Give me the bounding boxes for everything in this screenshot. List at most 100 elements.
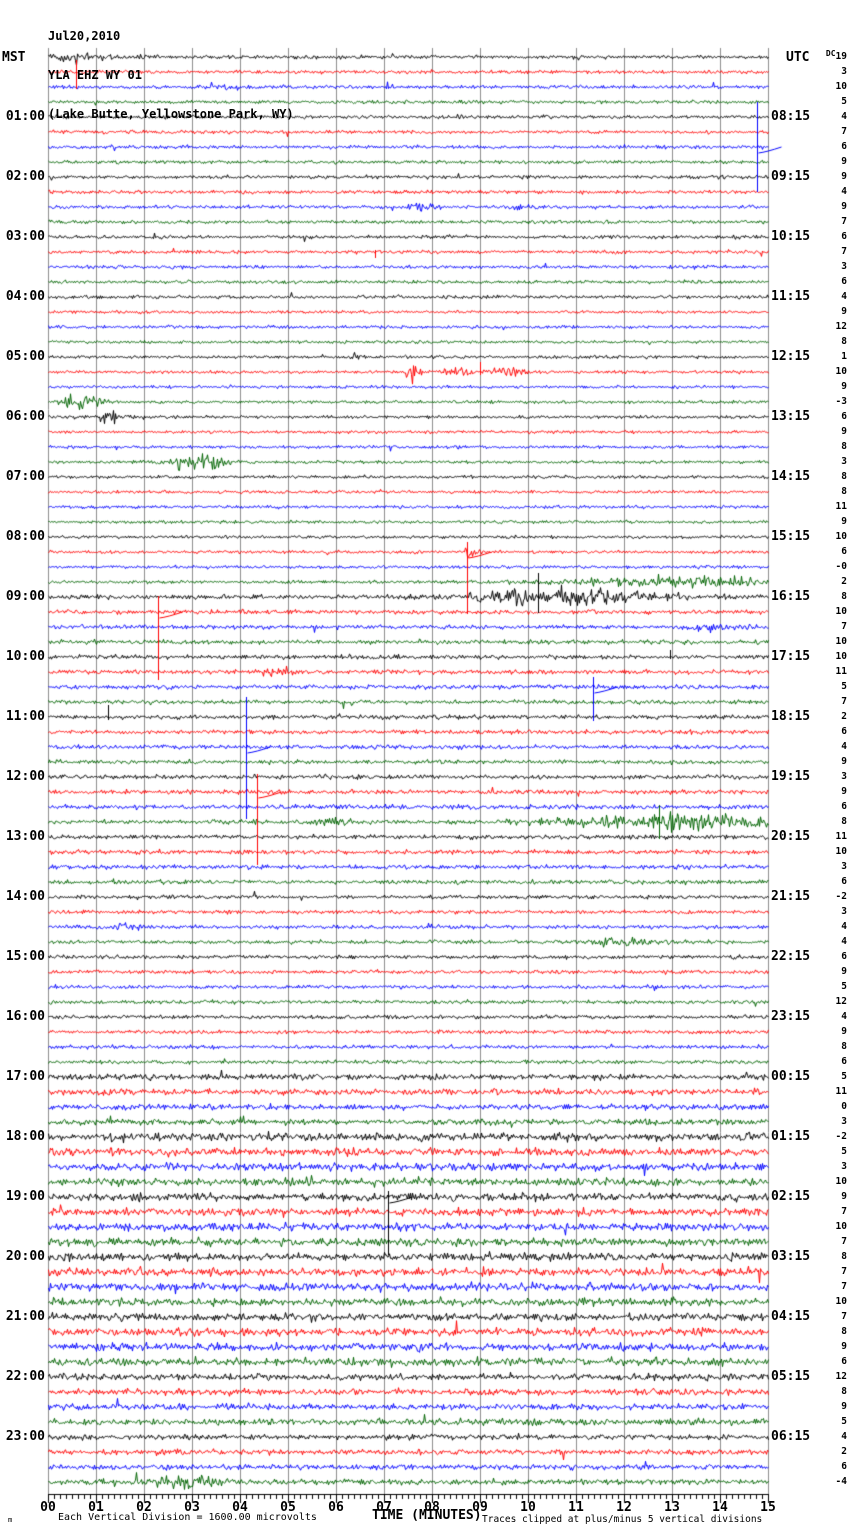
dc-offset-value: 6 xyxy=(841,951,847,962)
dc-offset-value: 2 xyxy=(841,576,847,587)
x-axis-minute-label: 13 xyxy=(664,1500,680,1515)
utc-hour-label: 21:15 xyxy=(771,889,811,904)
mst-hour-label: 13:00 xyxy=(5,829,45,844)
mst-hour-label: 05:00 xyxy=(5,349,45,364)
dc-offset-value: 0 xyxy=(841,1101,847,1112)
utc-hour-label: 19:15 xyxy=(771,769,811,784)
utc-hour-label: 16:15 xyxy=(771,589,811,604)
dc-offset-value: 1 xyxy=(841,351,847,362)
dc-offset-value: 9 xyxy=(841,966,847,977)
x-axis-minute-label: 12 xyxy=(616,1500,632,1515)
mst-hour-label: 16:00 xyxy=(5,1009,45,1024)
mst-hour-label: 07:00 xyxy=(5,469,45,484)
x-axis-minute-label: 08 xyxy=(424,1500,440,1515)
dc-offset-value: 7 xyxy=(841,1266,847,1277)
dc-offset-value: 2 xyxy=(841,711,847,722)
dc-offset-value: 8 xyxy=(841,336,847,347)
dc-offset-value: 3 xyxy=(841,861,847,872)
utc-hour-label: 20:15 xyxy=(771,829,811,844)
x-axis-minute-label: 03 xyxy=(184,1500,200,1515)
dc-offset-value: 5 xyxy=(841,96,847,107)
x-axis-minute-label: 02 xyxy=(136,1500,152,1515)
mst-hour-label: 20:00 xyxy=(5,1249,45,1264)
dc-offset-value: 8 xyxy=(841,471,847,482)
mst-hour-label: 23:00 xyxy=(5,1429,45,1444)
dc-offset-value: 6 xyxy=(841,1461,847,1472)
dc-offset-value: 5 xyxy=(841,1146,847,1157)
utc-hour-label: 18:15 xyxy=(771,709,811,724)
dc-offset-value: 11 xyxy=(835,501,847,512)
utc-hour-label: 14:15 xyxy=(771,469,811,484)
dc-offset-value: 7 xyxy=(841,1236,847,1247)
dc-offset-value: 9 xyxy=(841,201,847,212)
dc-offset-value: 6 xyxy=(841,231,847,242)
utc-hour-label: 11:15 xyxy=(771,289,811,304)
utc-hour-label: 12:15 xyxy=(771,349,811,364)
x-axis-minute-label: 00 xyxy=(40,1500,56,1515)
dc-offset-value: DC19 xyxy=(825,49,847,62)
utc-hour-label: 01:15 xyxy=(771,1129,811,1144)
utc-hour-label: 08:15 xyxy=(771,109,811,124)
dc-offset-value: 6 xyxy=(841,801,847,812)
utc-hour-label: 10:15 xyxy=(771,229,811,244)
dc-offset-value: 8 xyxy=(841,441,847,452)
utc-hour-label: 13:15 xyxy=(771,409,811,424)
x-axis-minute-label: 10 xyxy=(520,1500,536,1515)
dc-offset-value: 9 xyxy=(841,381,847,392)
x-axis-minute-label: 05 xyxy=(280,1500,296,1515)
dc-offset-value: 7 xyxy=(841,621,847,632)
mst-hour-label: 10:00 xyxy=(5,649,45,664)
dc-offset-value: 11 xyxy=(835,831,847,842)
dc-offset-value: 4 xyxy=(841,1431,847,1442)
right-timezone-label: UTC xyxy=(786,50,810,65)
header-station: YLA EHZ WY 01 xyxy=(48,68,142,82)
dc-offset-value: 3 xyxy=(841,771,847,782)
mst-hour-label: 09:00 xyxy=(5,589,45,604)
dc-offset-value: 7 xyxy=(841,126,847,137)
dc-offset-value: 12 xyxy=(835,321,847,332)
dc-offset-value: 2 xyxy=(841,1446,847,1457)
dc-offset-value: 3 xyxy=(841,906,847,917)
mst-hour-label: 21:00 xyxy=(5,1309,45,1324)
x-axis-minute-label: 14 xyxy=(712,1500,728,1515)
dc-offset-value: 9 xyxy=(841,171,847,182)
dc-offset-value: 3 xyxy=(841,1116,847,1127)
utc-hour-label: 05:15 xyxy=(771,1369,811,1384)
dc-offset-value: 9 xyxy=(841,1191,847,1202)
utc-hour-label: 06:15 xyxy=(771,1429,811,1444)
dc-offset-value: 8 xyxy=(841,486,847,497)
dc-offset-value: 12 xyxy=(835,1371,847,1382)
dc-offset-value: 8 xyxy=(841,1251,847,1262)
dc-offset-value: 4 xyxy=(841,1011,847,1022)
dc-offset-value: 9 xyxy=(841,786,847,797)
dc-offset-value: 9 xyxy=(841,756,847,767)
dc-offset-value: 6 xyxy=(841,1356,847,1367)
mst-hour-label: 22:00 xyxy=(5,1369,45,1384)
x-axis-minute-label: 06 xyxy=(328,1500,344,1515)
mst-hour-label: 08:00 xyxy=(5,529,45,544)
dc-offset-value: 4 xyxy=(841,186,847,197)
dc-offset-value: 3 xyxy=(841,456,847,467)
dc-offset-value: 9 xyxy=(841,306,847,317)
x-axis-minute-label: 04 xyxy=(232,1500,248,1515)
mst-hour-label: 02:00 xyxy=(5,169,45,184)
dc-offset-value: 8 xyxy=(841,1041,847,1052)
dc-offset-value: -2 xyxy=(835,1131,847,1142)
dc-offset-value: 4 xyxy=(841,111,847,122)
division-note: Each Vertical Division = 1600.00 microvo… xyxy=(58,1512,317,1523)
x-axis-minute-label: 15 xyxy=(760,1500,776,1515)
x-axis-minute-label: 09 xyxy=(472,1500,488,1515)
dc-offset-value: 6 xyxy=(841,276,847,287)
dc-offset-value: 9 xyxy=(841,426,847,437)
mst-hour-label: 04:00 xyxy=(5,289,45,304)
dc-offset-value: 6 xyxy=(841,411,847,422)
dc-offset-value: 7 xyxy=(841,1311,847,1322)
dc-offset-value: 12 xyxy=(835,996,847,1007)
dc-offset-value: 7 xyxy=(841,1281,847,1292)
dc-offset-value: -3 xyxy=(835,396,847,407)
mst-hour-label: 01:00 xyxy=(5,109,45,124)
dc-offset-value: 10 xyxy=(835,1221,847,1232)
mst-hour-label: 12:00 xyxy=(5,769,45,784)
mst-hour-label: 15:00 xyxy=(5,949,45,964)
